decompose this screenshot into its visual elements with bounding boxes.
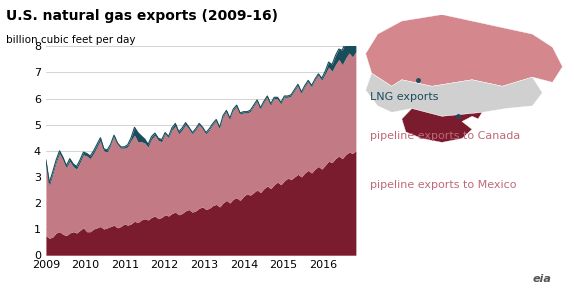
Text: pipeline exports to Mexico: pipeline exports to Mexico bbox=[370, 180, 517, 190]
Text: U.S. natural gas exports (2009-16): U.S. natural gas exports (2009-16) bbox=[6, 9, 278, 23]
Text: LNG exports: LNG exports bbox=[370, 92, 439, 102]
Polygon shape bbox=[402, 108, 482, 142]
Polygon shape bbox=[366, 14, 563, 86]
Text: eia: eia bbox=[532, 274, 551, 284]
Polygon shape bbox=[366, 73, 542, 116]
Text: billion cubic feet per day: billion cubic feet per day bbox=[6, 35, 135, 45]
Text: pipeline exports to Canada: pipeline exports to Canada bbox=[370, 131, 521, 142]
